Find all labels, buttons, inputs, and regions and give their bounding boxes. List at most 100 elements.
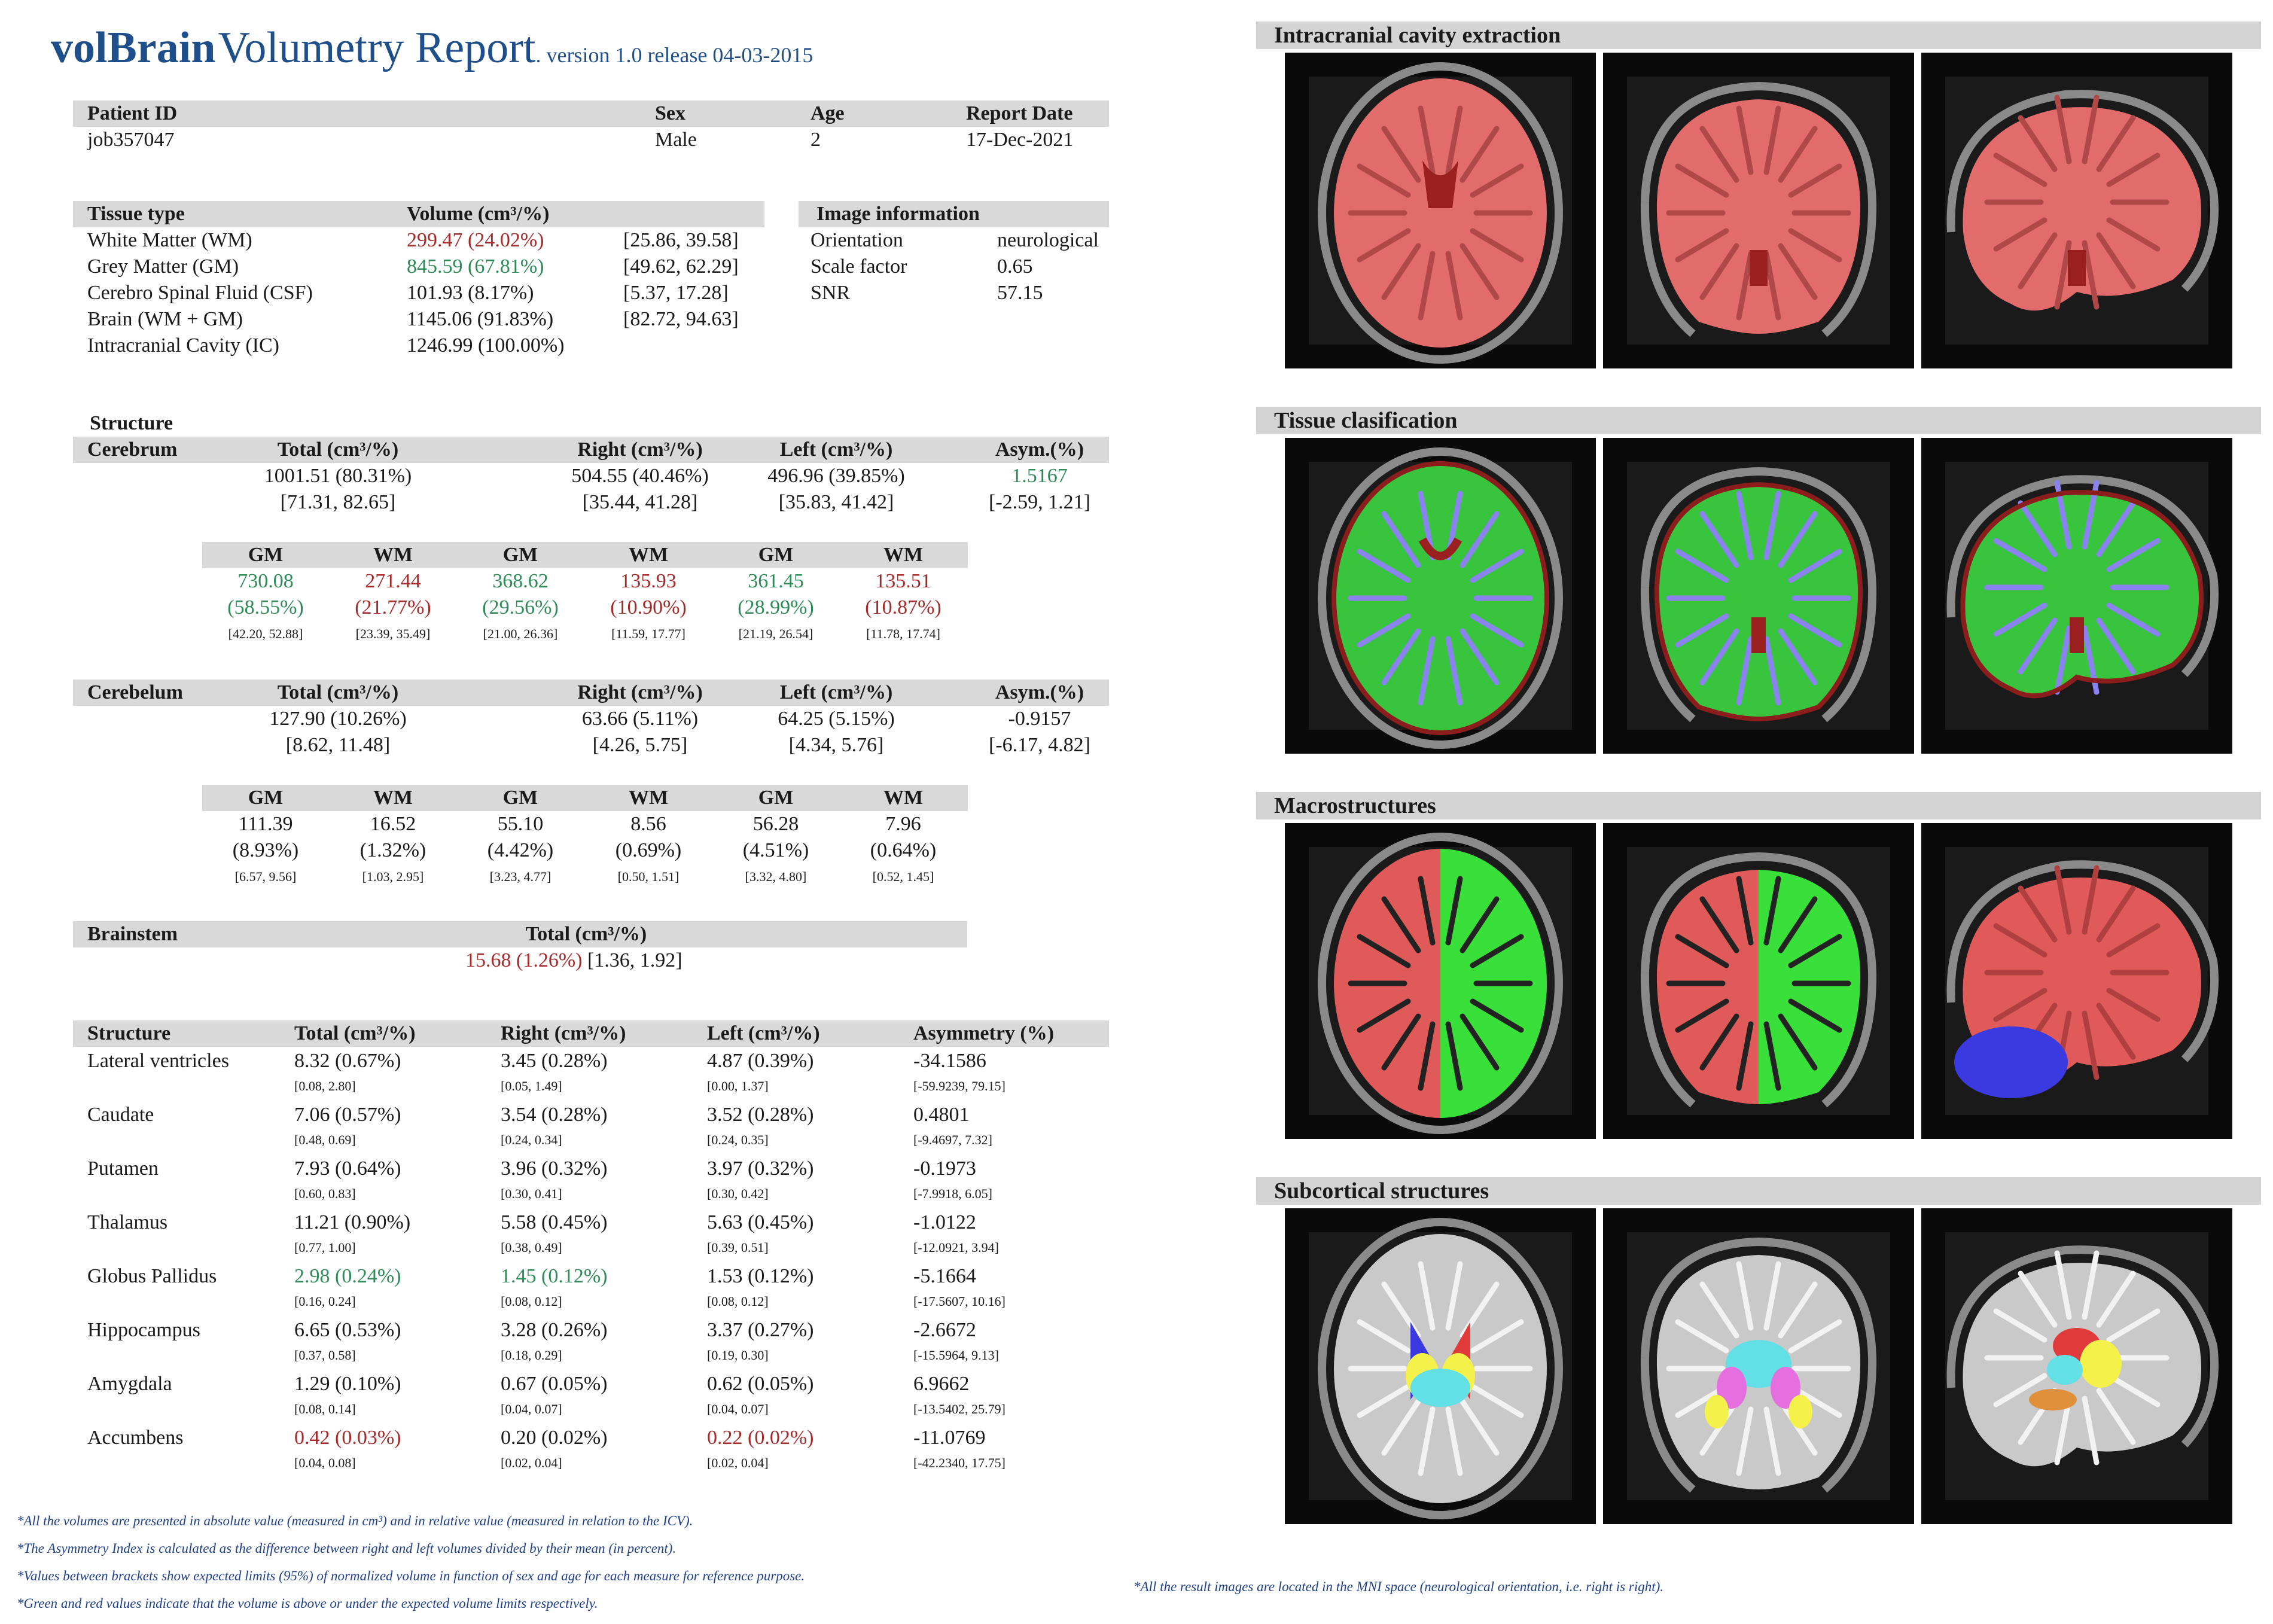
sub-value: 16.52: [370, 813, 416, 835]
cell-value: -2.6672: [913, 1319, 976, 1341]
sex-label: Sex: [655, 102, 685, 124]
sub-percent: (0.64%): [870, 839, 937, 861]
macrostructures-panel-sagittal-image: [1921, 823, 2232, 1139]
cell-value: 0.4801: [913, 1104, 970, 1126]
subcortical-header: Right (cm³/%): [501, 1022, 626, 1044]
cell-value: -11.0769: [913, 1427, 986, 1449]
cell-value: 0.62 (0.05%): [707, 1373, 814, 1395]
column-range: [-6.17, 4.82]: [989, 734, 1090, 756]
tissue-volume: 101.93 (8.17%): [407, 282, 534, 304]
sub-header: WM: [373, 544, 413, 566]
cell-value: 3.45 (0.28%): [501, 1050, 608, 1072]
sub-percent: (8.93%): [232, 839, 299, 861]
sub-header: GM: [758, 787, 794, 809]
report-date-label: Report Date: [966, 102, 1073, 124]
column-header: Left (cm³/%): [779, 681, 893, 703]
cerebellum-label: Cerebelum: [87, 681, 183, 703]
tissue-name: Brain (WM + GM): [87, 308, 243, 330]
structure-name: Putamen: [87, 1157, 159, 1180]
cell-value: 1.53 (0.12%): [707, 1265, 814, 1287]
tissue-range: [25.86, 39.58]: [623, 229, 739, 251]
cell-value: 7.93 (0.64%): [294, 1157, 401, 1180]
column-range: [8.62, 11.48]: [285, 734, 391, 756]
cell-range: [-9.4697, 7.32]: [913, 1132, 992, 1147]
column-range: [71.31, 82.65]: [280, 491, 396, 513]
report-name: Volumetry Report: [218, 23, 536, 72]
structure-name: Thalamus: [87, 1211, 168, 1233]
brand-name: volBrain: [51, 23, 216, 72]
column-value: 64.25 (5.15%): [778, 708, 895, 730]
subcortical-panel-axial-image: [1285, 1208, 1596, 1524]
cell-range: [0.37, 0.58]: [294, 1348, 356, 1363]
cell-range: [-15.5964, 9.13]: [913, 1348, 999, 1363]
cell-value: 3.96 (0.32%): [501, 1157, 608, 1180]
structure-name: Globus Pallidus: [87, 1265, 217, 1287]
intracranial-panel-title: Intracranial cavity extraction: [1256, 22, 2261, 49]
sub-range: [11.59, 17.77]: [611, 626, 685, 641]
image-info-label: Orientation: [811, 229, 903, 251]
cell-value: 6.9662: [913, 1373, 970, 1395]
tissue-volume: 845.59 (67.81%): [407, 255, 544, 278]
brainstem-total-header: Total (cm³/%): [525, 923, 647, 945]
column-header: Total (cm³/%): [277, 681, 399, 703]
sub-range: [0.50, 1.51]: [617, 869, 680, 884]
subcortical-header: Structure: [87, 1022, 171, 1044]
cell-value: 6.65 (0.53%): [294, 1319, 401, 1341]
structure-name: Lateral ventricles: [87, 1050, 229, 1072]
structure-name: Accumbens: [87, 1427, 184, 1449]
structure-label: Structure: [90, 412, 173, 434]
intracranial-panel-axial-image: [1285, 53, 1596, 368]
report-date-value: 17-Dec-2021: [966, 129, 1074, 151]
age-value: 2: [811, 129, 821, 151]
brainstem-value: 15.68 (1.26%): [465, 949, 583, 971]
sub-header-bar: [202, 542, 968, 568]
version-text: . version 1.0 release 04-03-2015: [535, 43, 813, 67]
patient-id-label: Patient ID: [87, 102, 178, 124]
tissue-range: [49.62, 62.29]: [623, 255, 739, 278]
column-header: Asym.(%): [995, 681, 1084, 703]
cerebrum-header-bar: [73, 437, 1109, 463]
sub-value: 55.10: [497, 813, 544, 835]
sub-value: 8.56: [630, 813, 666, 835]
report-title: volBrain Volumetry Report. version 1.0 r…: [51, 23, 813, 74]
cell-range: [0.04, 0.07]: [707, 1401, 769, 1416]
tissue-panel-sagittal-image: [1921, 438, 2232, 754]
sub-percent: (0.69%): [615, 839, 682, 861]
image-info-header: Image information: [816, 203, 980, 225]
tissue-volume-header: Volume (cm³/%): [407, 203, 550, 225]
sub-value: 361.45: [748, 570, 804, 592]
tissue-panel-axial-image: [1285, 438, 1596, 754]
column-header: Asym.(%): [995, 438, 1084, 461]
cell-range: [0.48, 0.69]: [294, 1132, 356, 1147]
cell-range: [0.08, 0.12]: [501, 1294, 562, 1309]
sub-header: GM: [502, 787, 538, 809]
macrostructures-panel-axial-image: [1285, 823, 1596, 1139]
subcortical-panel-title: Subcortical structures: [1256, 1177, 2261, 1205]
column-value: 127.90 (10.26%): [269, 708, 407, 730]
sub-header: WM: [628, 787, 669, 809]
column-range: [-2.59, 1.21]: [989, 491, 1090, 513]
sub-percent: (28.99%): [738, 596, 814, 618]
cell-range: [0.30, 0.41]: [501, 1186, 562, 1201]
cell-range: [0.04, 0.08]: [294, 1455, 356, 1470]
brainstem-label: Brainstem: [87, 923, 178, 945]
sub-value: 730.08: [237, 570, 294, 592]
cell-value: 1.29 (0.10%): [294, 1373, 401, 1395]
cell-range: [0.38, 0.49]: [501, 1240, 562, 1255]
column-value: 1.5167: [1011, 465, 1068, 487]
column-range: [4.34, 5.76]: [788, 734, 884, 756]
image-info-value: 0.65: [997, 255, 1033, 278]
column-value: 496.96 (39.85%): [767, 465, 905, 487]
cell-value: 3.37 (0.27%): [707, 1319, 814, 1341]
subcortical-panel-coronal-image: [1603, 1208, 1914, 1524]
cell-value: 3.97 (0.32%): [707, 1157, 814, 1180]
sub-range: [1.03, 2.95]: [362, 869, 424, 884]
tissue-volume: 1246.99 (100.00%): [407, 334, 565, 357]
column-header: Right (cm³/%): [577, 438, 703, 461]
cell-range: [0.08, 0.14]: [294, 1401, 356, 1416]
cell-value: 8.32 (0.67%): [294, 1050, 401, 1072]
sub-header: WM: [883, 787, 924, 809]
tissue-range: [82.72, 94.63]: [623, 308, 739, 330]
age-label: Age: [811, 102, 845, 124]
cell-range: [-17.5607, 10.16]: [913, 1294, 1006, 1309]
